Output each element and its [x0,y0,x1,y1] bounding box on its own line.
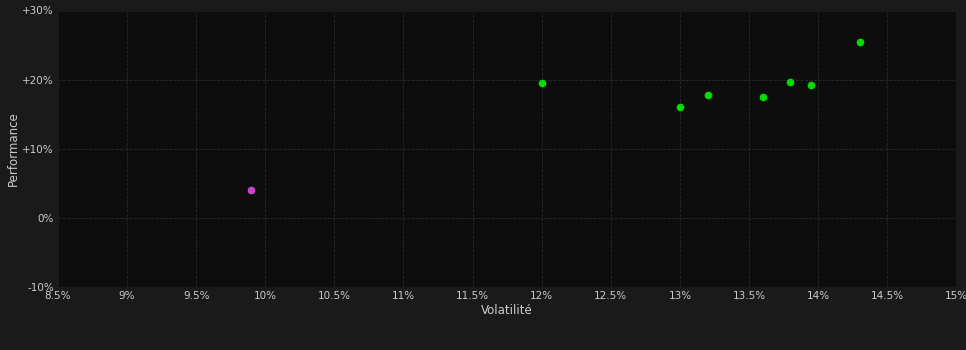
Point [243,188,259,193]
Point [534,80,550,86]
X-axis label: Volatilité: Volatilité [481,304,533,317]
Y-axis label: Performance: Performance [7,111,19,186]
Point [804,82,819,88]
Point [782,79,798,85]
Point [672,105,688,110]
Point [755,94,771,100]
Point [852,39,867,44]
Point [699,92,715,98]
